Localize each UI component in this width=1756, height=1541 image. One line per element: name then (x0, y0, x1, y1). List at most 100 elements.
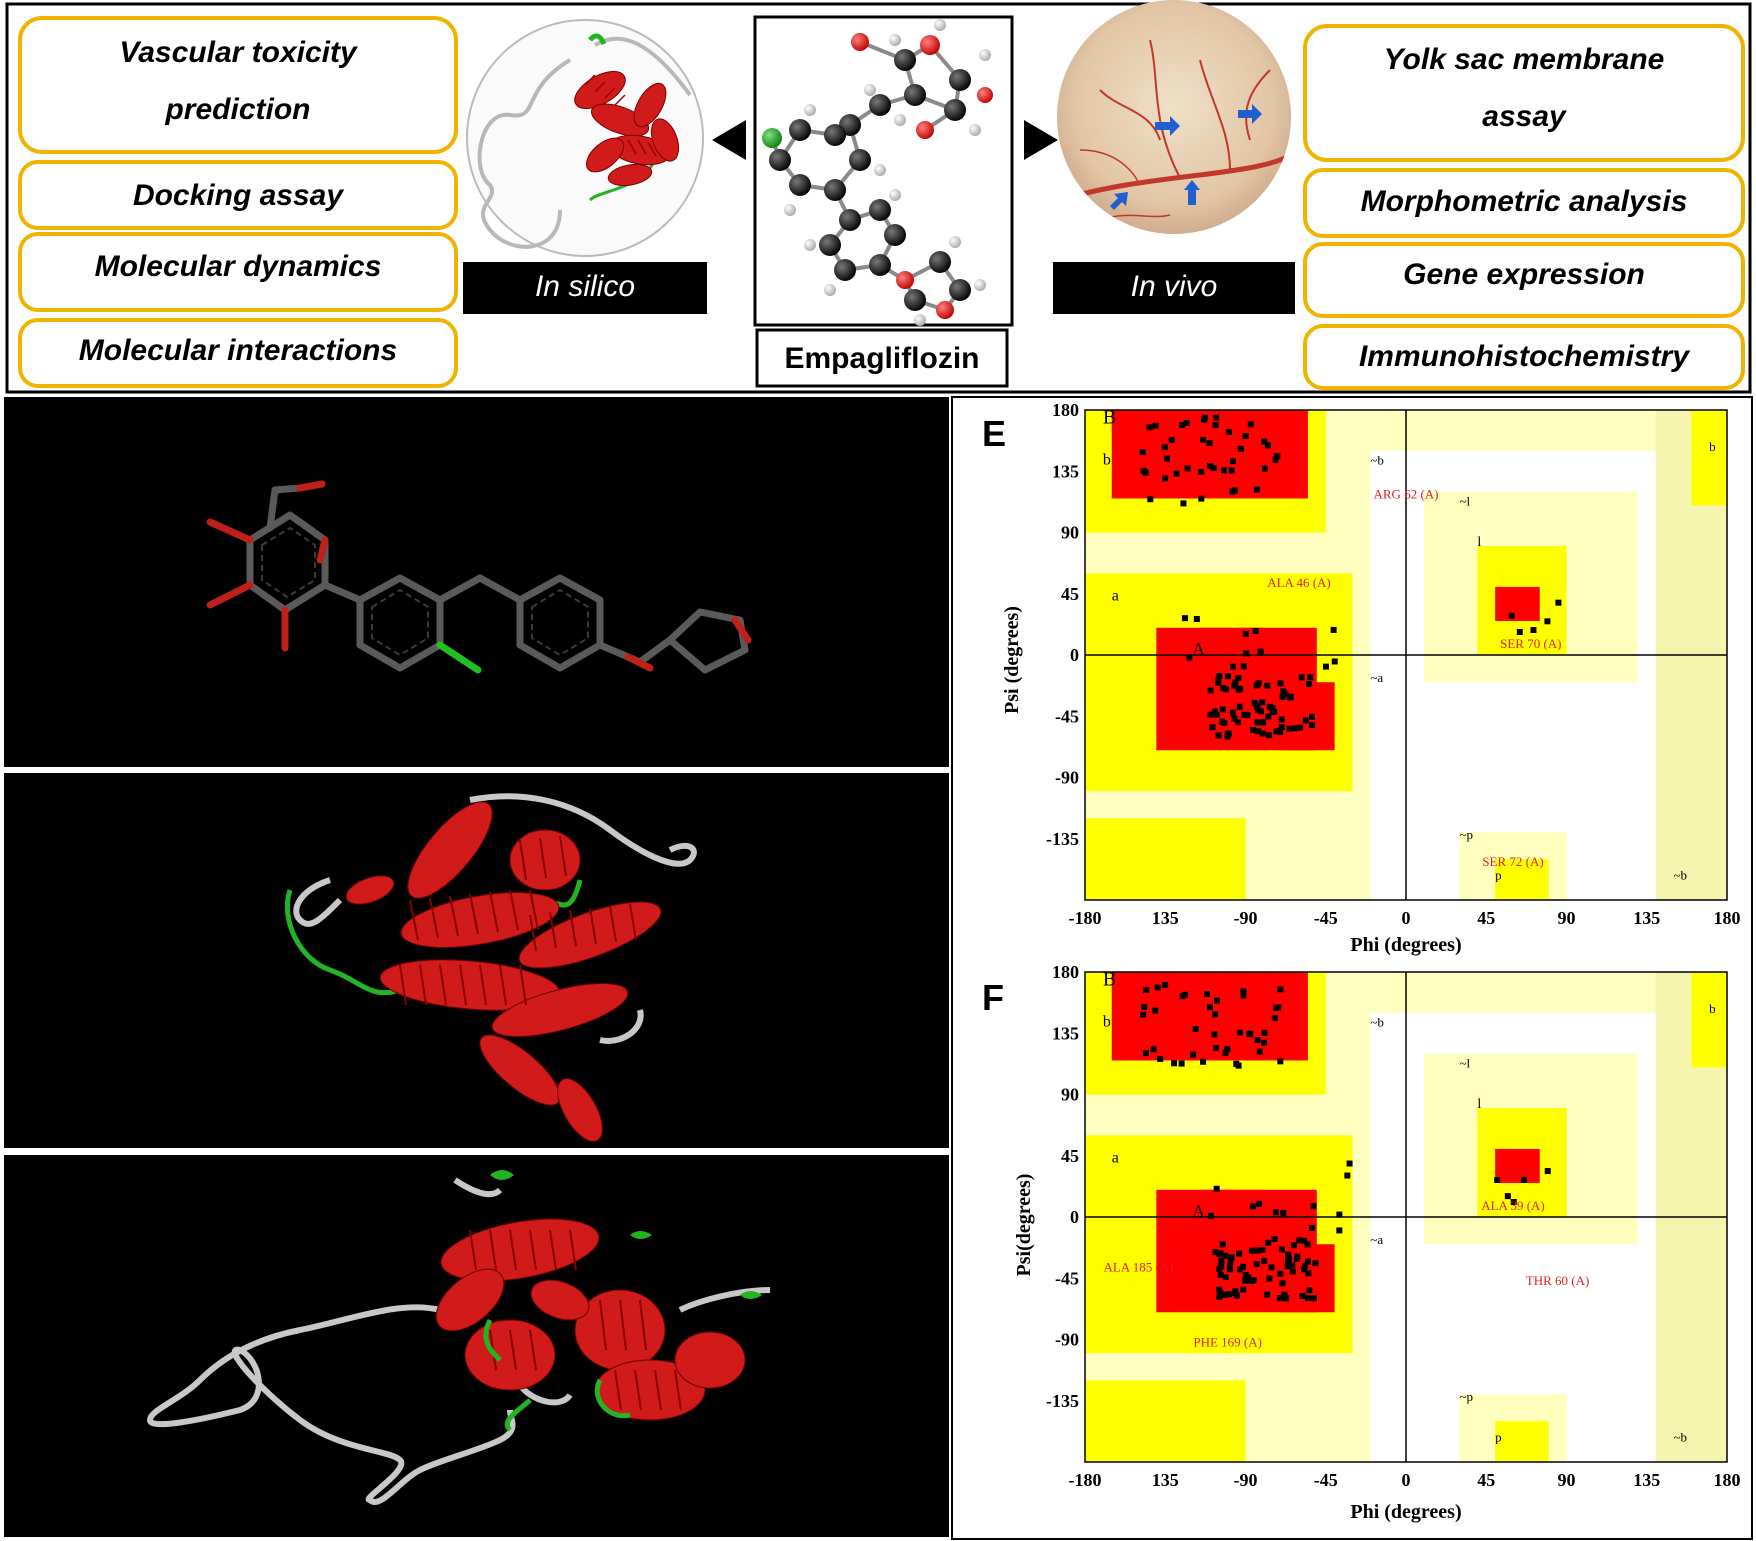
residue-point (1213, 414, 1220, 421)
y-tick-label: 45 (1061, 1146, 1079, 1166)
residue-point (1237, 1266, 1244, 1273)
residue-point (1261, 1257, 1268, 1264)
region-allowed-right (1691, 972, 1727, 1068)
residue-point (1140, 467, 1147, 474)
residue-point (1184, 465, 1191, 472)
residue-point (1180, 500, 1187, 507)
residue-point (1162, 982, 1169, 989)
residue-point (1265, 1239, 1272, 1246)
region-letter: l (1477, 535, 1481, 550)
residue-point (1222, 1274, 1229, 1281)
box-vascular-toxicity (18, 16, 458, 154)
residue-point (1293, 1255, 1300, 1262)
residue-point (1243, 650, 1250, 657)
residue-point (1236, 703, 1243, 710)
residue-point (1278, 716, 1285, 723)
x-tick-label: -90 (1234, 1470, 1258, 1490)
right-method-boxes: Yolk sac membrane assay Morphometric ana… (1303, 24, 1745, 390)
residue-point (1186, 654, 1193, 661)
region-letter: p (1495, 868, 1502, 883)
residue-point (1246, 1277, 1253, 1284)
ramachandran-e-x-label: Phi (degrees) (1350, 934, 1461, 956)
region-letter: l (1477, 1097, 1481, 1112)
region-letter: ~p (1460, 1389, 1474, 1404)
residue-point (1336, 1211, 1343, 1218)
residue-point (1494, 1177, 1501, 1184)
residue-point (1226, 1266, 1233, 1273)
residue-point (1199, 436, 1206, 443)
box-molecular-interactions (18, 318, 458, 388)
residue-point (1227, 1261, 1234, 1268)
residue-point (1306, 680, 1313, 687)
residue-point (1544, 618, 1551, 625)
residue-point (1281, 1291, 1288, 1298)
x-tick-label: 45 (1477, 1470, 1495, 1490)
residue-point (1264, 442, 1271, 449)
residue-point (1212, 422, 1219, 429)
residue-point (1253, 703, 1260, 710)
y-tick-label: 90 (1061, 523, 1079, 543)
box-vascular-toxicity-line1: Vascular toxicity (119, 36, 358, 69)
box-yolk-sac-assay-line1: Yolk sac membrane (1384, 43, 1665, 76)
in-vivo-yolk-sac-image (1057, 0, 1291, 234)
left-arrow (712, 120, 746, 160)
residue-point (1249, 1277, 1256, 1284)
region-letter: ~b (1674, 1430, 1688, 1445)
residue-point (1213, 711, 1220, 718)
residue-point (1336, 1227, 1343, 1234)
residue-point (1248, 1247, 1255, 1254)
region-allowed-p (1495, 859, 1549, 900)
residue-point (1152, 1007, 1159, 1014)
residue-point (1555, 599, 1562, 606)
box-molecular-interactions-label: Molecular interactions (79, 334, 397, 367)
region-allowed-bottom (1085, 1380, 1246, 1462)
residue-point (1204, 990, 1211, 997)
residue-point (1504, 1193, 1511, 1200)
ramachandran-f-x-label: Phi (degrees) (1350, 1501, 1461, 1523)
panel-e-ramachandran: E -180 135 -90 -45 0 45 90 135 180 180 135 90 45 0 -45… (952, 397, 1752, 957)
right-arrow (1024, 120, 1058, 160)
ramachandran-f-plot: -180 135 -90 -45 0 45 90 135 180 180 135 90 45 0 -45 -9… (1046, 962, 1741, 1490)
molecule-atoms (762, 19, 993, 326)
residue-point (1265, 713, 1272, 720)
region-letter: p (1495, 1430, 1502, 1445)
residue-point (1242, 433, 1249, 440)
residue-point (1209, 724, 1216, 731)
residue-point (1192, 1026, 1199, 1033)
residue-point (1228, 467, 1235, 474)
residue-point (1264, 682, 1271, 689)
residue-point (1282, 690, 1289, 697)
x-tick-label: 135 (1152, 1470, 1179, 1490)
residue-point (1236, 1029, 1243, 1036)
residue-point (1224, 1046, 1231, 1053)
residue-point (1330, 626, 1337, 633)
residue-point (1242, 1277, 1249, 1284)
outlier-annotation: ALA 185 (A) (1103, 1259, 1173, 1274)
residue-point (1161, 444, 1168, 451)
residue-point (1300, 1266, 1307, 1273)
residue-point (1312, 1260, 1319, 1267)
residue-point (1219, 706, 1226, 713)
residue-point (1261, 465, 1268, 472)
residue-point (1240, 992, 1247, 999)
residue-point (1225, 1291, 1232, 1298)
box-immunohistochemistry-label: Immunohistochemistry (1359, 340, 1690, 373)
residue-point (1269, 704, 1276, 711)
residue-point (1211, 1031, 1218, 1038)
box-morphometric-analysis (1303, 168, 1745, 238)
outlier-annotation: ARG 62 (A) (1374, 486, 1439, 501)
residue-point (1251, 699, 1258, 706)
residue-point (1272, 1209, 1279, 1216)
region-letter: A (1192, 1201, 1205, 1221)
residue-point (1215, 732, 1222, 739)
region-letter: b (1103, 451, 1111, 468)
residue-point (1213, 1044, 1220, 1051)
residue-point (1220, 467, 1227, 474)
x-tick-label: 0 (1402, 1470, 1411, 1490)
outlier-annotation: PHE 169 (A) (1193, 1334, 1262, 1349)
residue-point (1283, 1295, 1290, 1302)
residue-point (1242, 630, 1249, 637)
y-tick-label: -135 (1046, 829, 1079, 849)
residue-point (1217, 1271, 1224, 1278)
y-tick-label: 135 (1052, 1023, 1079, 1043)
